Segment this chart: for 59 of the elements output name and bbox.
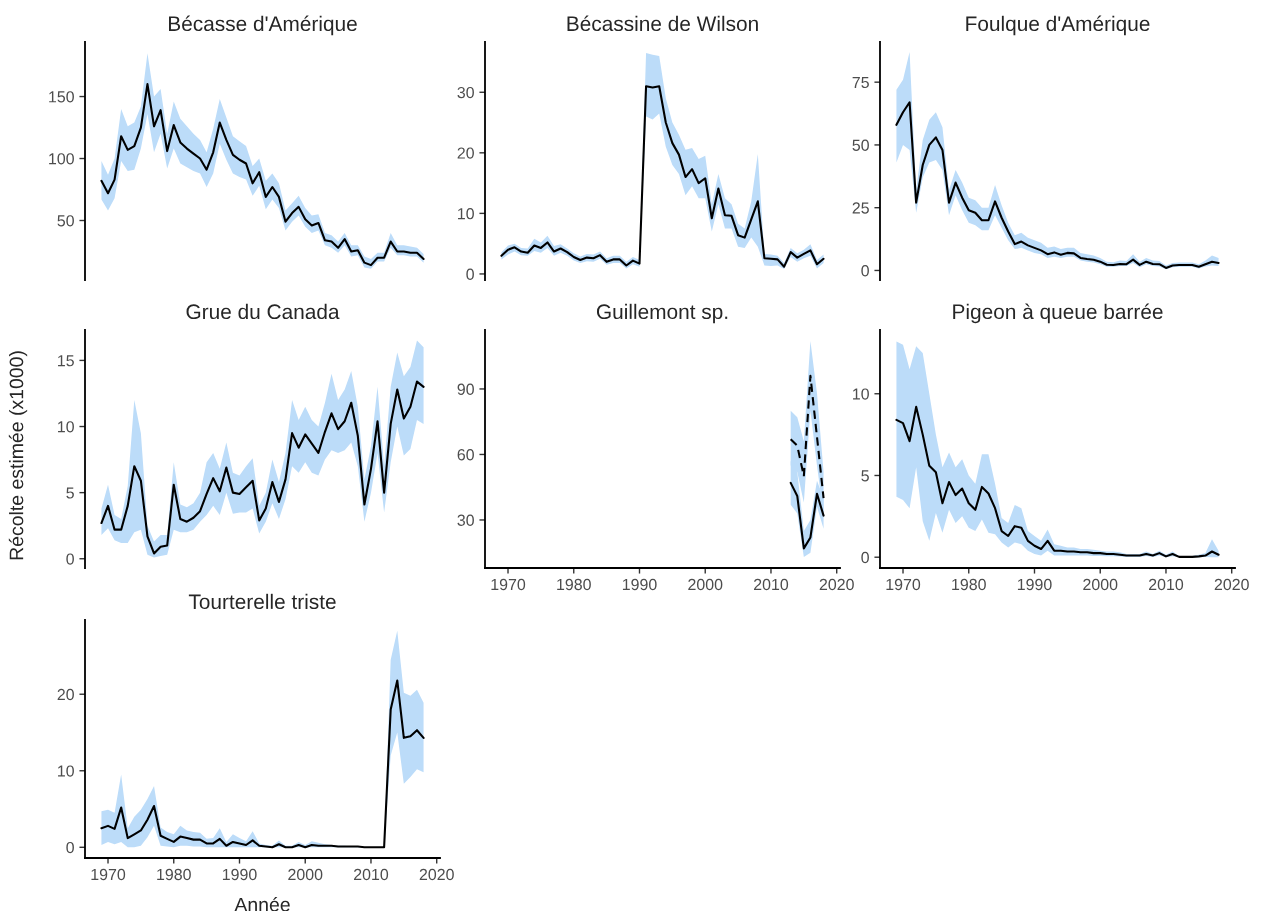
chart-title: Foulque d'Amérique [966,15,1150,36]
x-tick-label: 2020 [419,868,454,881]
chart-title: Bécassine de Wilson [567,15,758,32]
x-tick-label: 1970 [491,578,526,591]
y-tick-label: 10 [58,421,74,433]
x-tick-label: 1970 [886,578,921,591]
x-tick-label: 2010 [754,578,789,591]
y-tick-label: 60 [457,449,474,461]
x-axis-title: Année [234,896,290,911]
x-tick-label: 2000 [288,868,323,881]
y-tick-label: 75 [852,76,869,89]
x-tick-label: 2000 [1083,578,1118,591]
chart-title: Grue du Canada [186,303,340,320]
x-tick-label: 1990 [622,578,657,591]
y-tick-label: 30 [457,514,474,526]
line-series [789,481,825,550]
y-tick-label: 10 [853,388,869,400]
line-series [500,85,825,268]
y-tick-label: 10 [58,765,74,777]
x-tick-label: 2010 [1149,578,1184,591]
y-tick-label: 100 [49,153,74,165]
y-tick-label: 150 [49,91,74,103]
y-tick-label: 90 [457,383,474,395]
y-tick-label: 5 [861,470,869,482]
line-series [895,405,1220,558]
y-tick-label: 50 [57,215,74,227]
y-tick-label: 30 [457,86,474,99]
y-tick-label: 0 [861,265,869,277]
x-tick-label: 1990 [1017,578,1052,591]
x-tick-label: 1990 [222,868,257,881]
y-axis-title: Récolte estimée (x1000) [8,351,28,560]
chart-title: Guillemont sp. [596,303,728,324]
y-tick-label: 10 [458,208,474,220]
chart-title: Bécasse d'Amérique [169,15,357,36]
line-series [100,679,425,849]
y-tick-label: 50 [852,139,869,151]
x-tick-label: 1980 [557,578,591,591]
y-tick-label: 0 [466,268,474,280]
y-tick-label: 20 [57,688,74,701]
y-tick-label: 5 [66,487,74,499]
y-tick-label: 25 [852,202,869,214]
chart-title: Tourterelle triste [188,593,336,610]
x-tick-label: 1970 [91,868,126,881]
x-tick-label: 1980 [157,868,191,881]
line-series [100,380,425,555]
x-tick-label: 2000 [688,578,723,591]
x-tick-label: 1980 [952,578,986,591]
line-series [895,101,1220,269]
chart-title: Pigeon à queue barrée [953,303,1163,324]
x-tick-label: 2020 [819,578,854,591]
line-series [100,83,425,267]
y-tick-label: 20 [457,147,474,159]
y-tick-label: 0 [66,841,74,854]
x-tick-label: 2010 [354,868,389,881]
line-series [789,374,825,500]
x-tick-label: 2020 [1214,578,1249,591]
y-tick-label: 0 [66,553,74,565]
y-tick-label: 15 [58,355,74,367]
y-tick-label: 0 [861,551,869,564]
